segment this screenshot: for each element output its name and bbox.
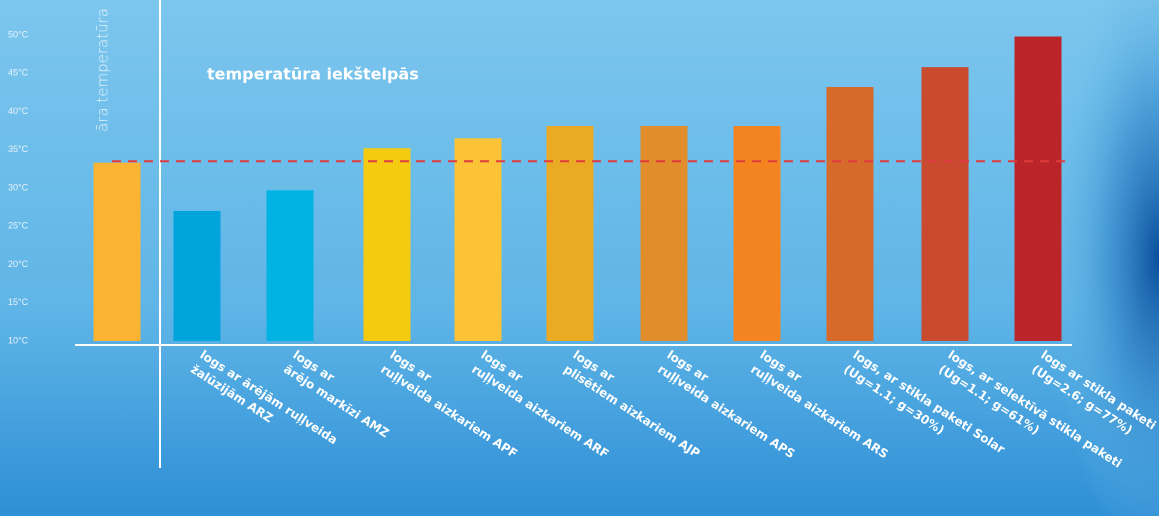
bar: [641, 126, 688, 341]
y-tick-label: 10°C: [8, 335, 29, 345]
bar: [455, 138, 502, 341]
y-tick-label: 20°C: [8, 259, 29, 269]
bar: [94, 163, 141, 341]
bar: [922, 67, 969, 341]
bar: [1015, 37, 1062, 341]
bar: [174, 211, 221, 341]
bar: [267, 190, 314, 341]
bar: [734, 126, 781, 341]
chart: temperatūra iekštelpās 10°C 15°C 20°C 25°C 3…: [0, 0, 1159, 516]
x-tick-label: āra temperatūra: [94, 8, 112, 132]
y-tick-label: 40°C: [8, 106, 29, 116]
y-tick-label: 45°C: [8, 68, 29, 78]
y-tick-label: 35°C: [8, 144, 29, 154]
y-tick-label: 30°C: [8, 182, 29, 192]
annotation: temperatūra iekštelpās: [207, 65, 419, 84]
y-tick-label: 15°C: [8, 297, 29, 307]
bar: [547, 126, 594, 341]
y-tick-label: 25°C: [8, 221, 29, 231]
y-tick-label: 50°C: [8, 29, 29, 39]
bar: [827, 87, 874, 341]
bar: [364, 148, 411, 341]
